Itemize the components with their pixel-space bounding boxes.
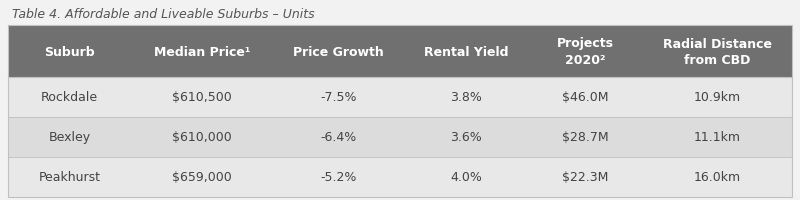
Text: 4.0%: 4.0% [450, 171, 482, 184]
Text: 16.0km: 16.0km [694, 171, 741, 184]
Bar [8, 26, 792, 197]
Text: Rental Yield: Rental Yield [424, 45, 508, 58]
Text: Rockdale: Rockdale [42, 91, 98, 104]
Text: $659,000: $659,000 [172, 171, 232, 184]
Text: 10.9km: 10.9km [694, 91, 741, 104]
Text: $46.0M: $46.0M [562, 91, 609, 104]
Text: Projects
2020²: Projects 2020² [557, 37, 614, 66]
Text: $610,000: $610,000 [172, 131, 232, 144]
Text: Median Price¹: Median Price¹ [154, 45, 250, 58]
Bar [8, 117, 792, 157]
Text: -7.5%: -7.5% [320, 91, 357, 104]
Text: Table 4. Affordable and Liveable Suburbs – Units: Table 4. Affordable and Liveable Suburbs… [12, 7, 314, 20]
Bar [8, 78, 792, 117]
Text: 3.6%: 3.6% [450, 131, 482, 144]
Text: -6.4%: -6.4% [320, 131, 356, 144]
Bar [8, 157, 792, 197]
Text: Price Growth: Price Growth [293, 45, 383, 58]
Text: Suburb: Suburb [45, 45, 95, 58]
Text: 3.8%: 3.8% [450, 91, 482, 104]
Text: Radial Distance
from CBD: Radial Distance from CBD [663, 37, 772, 66]
Text: Peakhurst: Peakhurst [38, 171, 101, 184]
Text: $610,500: $610,500 [172, 91, 232, 104]
Text: $28.7M: $28.7M [562, 131, 609, 144]
Text: $22.3M: $22.3M [562, 171, 609, 184]
Text: Bexley: Bexley [49, 131, 91, 144]
Bar [8, 26, 792, 78]
Text: -5.2%: -5.2% [320, 171, 357, 184]
Text: 11.1km: 11.1km [694, 131, 741, 144]
